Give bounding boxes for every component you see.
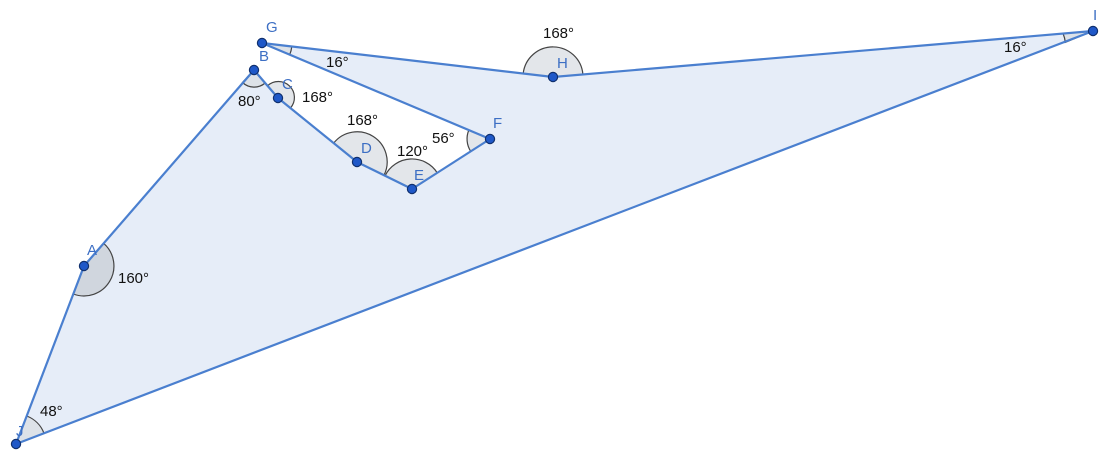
angle-value-A: 160° (118, 270, 149, 287)
point-label-H: H (557, 55, 568, 72)
point-F[interactable] (484, 133, 496, 145)
polygon-edges (14, 29, 1094, 446)
angle-value-D: 168° (347, 112, 378, 129)
point-C[interactable] (272, 92, 284, 104)
point-E[interactable] (406, 183, 418, 195)
point-D[interactable] (351, 156, 363, 168)
point-label-B: B (259, 48, 269, 65)
edge-E-F (411, 138, 491, 190)
angle-value-J: 48° (40, 403, 63, 420)
edge-D-E (356, 161, 413, 190)
point-B[interactable] (248, 64, 260, 76)
point-label-D: D (361, 140, 372, 157)
angle-value-G: 16° (326, 54, 349, 71)
edge-B-C (253, 69, 279, 99)
point-A[interactable] (78, 260, 90, 272)
point-label-A: A (87, 242, 97, 259)
angle-arc-H (522, 46, 584, 78)
point-H[interactable] (547, 71, 559, 83)
edge-I-J (15, 29, 1094, 446)
point-J[interactable] (10, 438, 22, 450)
point-label-E: E (414, 167, 424, 184)
edge-H-I (552, 29, 1094, 79)
edge-A-B (83, 69, 255, 267)
edge-G-H (261, 41, 554, 79)
angle-value-C: 168° (302, 89, 333, 106)
angle-value-E: 120° (397, 143, 428, 160)
point-label-G: G (266, 19, 278, 36)
edge-J-A (14, 265, 86, 445)
angle-arc-A (72, 242, 115, 297)
angle-value-F: 56° (432, 130, 455, 147)
angle-arc-D (332, 131, 388, 177)
edge-C-D (277, 97, 358, 163)
point-label-J: J (16, 423, 24, 440)
edge-F-G (261, 41, 491, 141)
angle-value-I: 16° (1004, 39, 1027, 56)
point-label-C: C (282, 76, 293, 93)
point-label-F: F (493, 115, 502, 132)
angle-value-B: 80° (238, 93, 261, 110)
angle-value-H: 168° (543, 25, 574, 42)
point-I[interactable] (1087, 25, 1099, 37)
point-G[interactable] (256, 37, 268, 49)
point-label-I: I (1093, 7, 1097, 24)
